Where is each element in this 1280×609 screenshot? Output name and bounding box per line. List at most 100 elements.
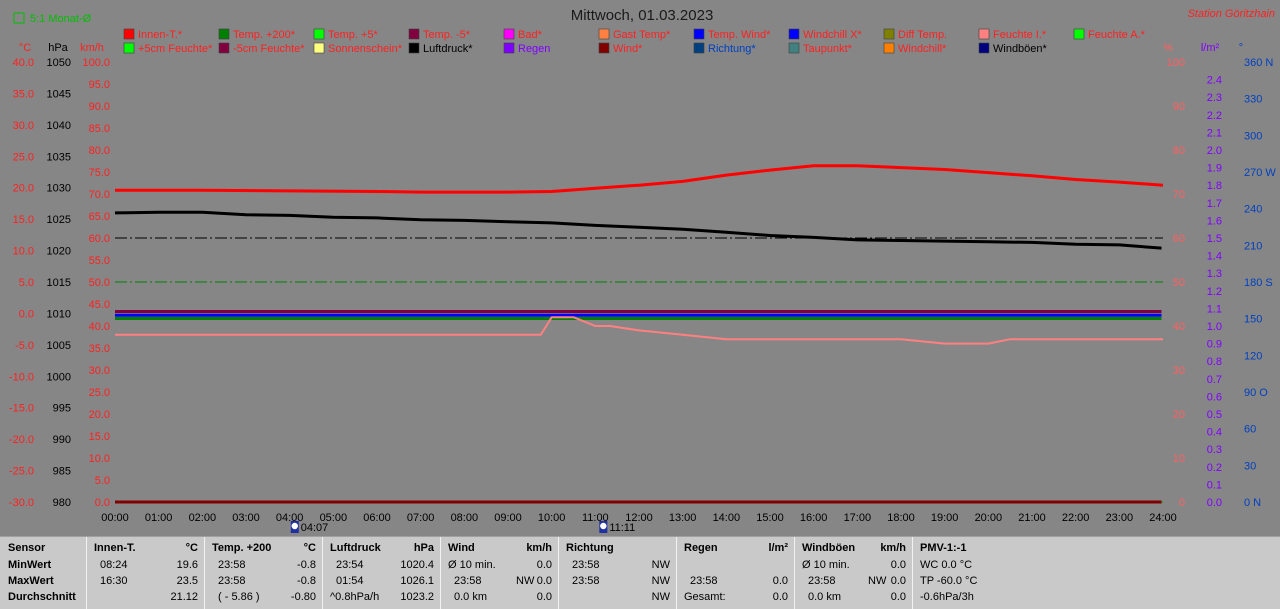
- month-average-checkbox[interactable]: 5:1 Monat-Ø: [13, 12, 92, 25]
- stats-wind: Wind km/h Ø 10 min. 0.0 23:58 NW 0.0 0.0 km 0…: [440, 537, 559, 609]
- time-tick-label: 16:00: [800, 512, 828, 524]
- legend-swatch[interactable]: [313, 28, 325, 40]
- legend-swatch[interactable]: [883, 42, 895, 54]
- stats-dewpoint: TP -60.0 °C: [920, 575, 978, 587]
- legend-item-label[interactable]: Temp. Wind*: [708, 29, 771, 41]
- rain-tick-label: 1.2: [1207, 286, 1222, 298]
- wind-axis-unit: km/h: [80, 42, 104, 54]
- time-tick-label: 12:00: [625, 512, 653, 524]
- time-tick-label: 05:00: [320, 512, 348, 524]
- station-name: Station Göritzhain: [1188, 8, 1275, 20]
- temp-tick-label: -25.0: [9, 466, 34, 478]
- series-line: [115, 164, 1164, 194]
- direction-tick-label: 0 N: [1244, 497, 1261, 509]
- legend-item-label[interactable]: -5cm Feuchte*: [233, 43, 305, 55]
- rain-tick-label: 1.4: [1207, 251, 1222, 263]
- humidity-tick-label: 40: [1173, 321, 1185, 333]
- direction-axis-unit: °: [1239, 42, 1243, 54]
- pressure-tick-label: 990: [53, 434, 71, 446]
- legend-swatch[interactable]: [313, 42, 325, 54]
- stats-avg-value: 0.0: [536, 591, 552, 603]
- rain-tick-label: 0.3: [1207, 444, 1222, 456]
- time-tick-label: 13:00: [669, 512, 697, 524]
- legend-swatch[interactable]: [503, 28, 515, 40]
- legend-item-label[interactable]: Sonnenschein*: [328, 43, 403, 55]
- time-tick-label: 01:00: [145, 512, 173, 524]
- rain-tick-label: 0.1: [1207, 479, 1222, 491]
- humidity-tick-label: 10: [1173, 453, 1185, 465]
- legend-swatch[interactable]: [693, 42, 705, 54]
- legend-item-label[interactable]: Innen-T.*: [138, 29, 183, 41]
- legend-item-label[interactable]: Windböen*: [993, 43, 1048, 55]
- legend-swatch[interactable]: [218, 42, 230, 54]
- time-tick-label: 06:00: [363, 512, 391, 524]
- legend-item-label[interactable]: Temp. +5*: [328, 29, 379, 41]
- stats-avg10-label: Ø 10 min.: [802, 559, 850, 571]
- rain-tick-label: 0.8: [1207, 356, 1222, 368]
- stats-avg-note: ( - 5.86 ): [218, 591, 260, 603]
- legend-item-label[interactable]: Bad*: [518, 29, 543, 41]
- legend-swatch[interactable]: [408, 42, 420, 54]
- time-tick-label: 22:00: [1062, 512, 1090, 524]
- legend-item-label[interactable]: Luftdruck*: [423, 43, 473, 55]
- legend-swatch[interactable]: [598, 42, 610, 54]
- stats-title: PMV-1:-1: [920, 542, 967, 554]
- legend-item-label[interactable]: Taupunkt*: [803, 43, 853, 55]
- stats-min-time: 23:58: [218, 559, 246, 571]
- legend-item-label[interactable]: Richtung*: [708, 43, 756, 55]
- checkbox-box[interactable]: [13, 12, 25, 24]
- legend-item-label[interactable]: Feuchte A.*: [1088, 29, 1146, 41]
- legend-swatch[interactable]: [503, 42, 515, 54]
- sunset-time: 11:11: [609, 522, 635, 534]
- stats-avg-value: 1023.2: [400, 591, 434, 603]
- temp-tick-label: 30.0: [13, 120, 34, 132]
- legend-swatch[interactable]: [1073, 28, 1085, 40]
- legend-swatch[interactable]: [978, 28, 990, 40]
- legend-swatch[interactable]: [123, 28, 135, 40]
- wind-tick-label: 80.0: [89, 145, 110, 157]
- time-tick-label: 20:00: [975, 512, 1003, 524]
- pressure-tick-label: 1030: [47, 183, 71, 195]
- legend-swatch[interactable]: [598, 28, 610, 40]
- wind-tick-label: 40.0: [89, 321, 110, 333]
- stats-distance: 0.0 km: [454, 591, 488, 603]
- stats-pressure-trend: -0.6hPa/3h: [920, 591, 974, 603]
- direction-tick-label: 270 W: [1244, 167, 1276, 179]
- temp-tick-label: -20.0: [9, 434, 34, 446]
- direction-tick-label: 30: [1244, 460, 1256, 472]
- legend-item-label[interactable]: Windchill*: [898, 43, 947, 55]
- temp-tick-label: 20.0: [13, 183, 34, 195]
- stats-avg10-value: 0.0: [890, 559, 906, 571]
- time-tick-label: 15:00: [756, 512, 784, 524]
- legend-item-label[interactable]: Temp. +200*: [233, 29, 296, 41]
- legend-item-label[interactable]: Temp. -5*: [423, 29, 471, 41]
- pressure-tick-label: 985: [53, 466, 71, 478]
- legend-swatch[interactable]: [693, 28, 705, 40]
- legend-item-label[interactable]: Wind*: [613, 43, 643, 55]
- rain-tick-label: 1.0: [1207, 321, 1222, 333]
- legend-item-label[interactable]: Windchill X*: [803, 29, 862, 41]
- stats-max-direction: NW: [516, 575, 535, 587]
- direction-tick-label: 60: [1244, 424, 1256, 436]
- stats-pmv: PMV-1:-1 WC 0.0 °C TP -60.0 °C -0.6hPa/3…: [912, 537, 1012, 609]
- legend-item-label[interactable]: Feuchte I.*: [993, 29, 1047, 41]
- rain-tick-label: 1.3: [1207, 268, 1222, 280]
- legend-item-label[interactable]: Gast Temp*: [613, 29, 671, 41]
- time-tick-label: 04:00: [276, 512, 304, 524]
- legend-swatch[interactable]: [788, 28, 800, 40]
- pressure-tick-label: 1035: [47, 151, 71, 163]
- legend-swatch[interactable]: [218, 28, 230, 40]
- legend-item-label[interactable]: Regen: [518, 43, 550, 55]
- legend-item-label[interactable]: +5cm Feuchte*: [138, 43, 213, 55]
- legend-swatch[interactable]: [883, 28, 895, 40]
- wind-tick-label: 30.0: [89, 365, 110, 377]
- humidity-tick-label: 50: [1173, 277, 1185, 289]
- time-tick-label: 07:00: [407, 512, 435, 524]
- legend-item-label[interactable]: Diff Temp.: [898, 29, 947, 41]
- legend-swatch[interactable]: [408, 28, 420, 40]
- legend-swatch[interactable]: [123, 42, 135, 54]
- legend-swatch[interactable]: [978, 42, 990, 54]
- legend-swatch[interactable]: [788, 42, 800, 54]
- rain-tick-label: 0.7: [1207, 374, 1222, 386]
- rain-tick-label: 2.1: [1207, 127, 1222, 139]
